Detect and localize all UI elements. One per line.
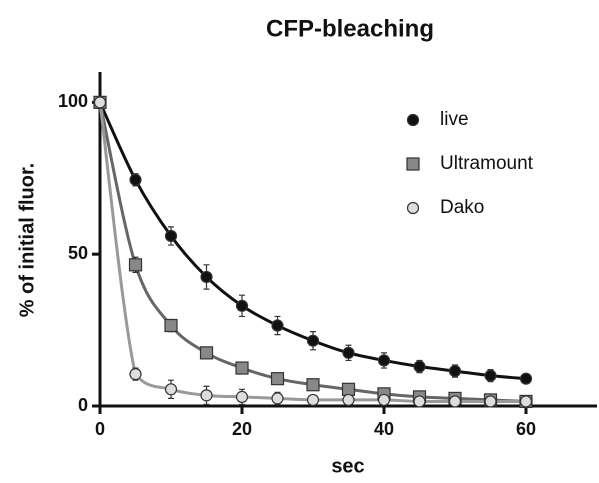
data-point bbox=[164, 383, 178, 396]
data-point bbox=[377, 354, 391, 367]
data-point bbox=[271, 392, 284, 405]
data-point bbox=[270, 372, 285, 386]
data-point bbox=[235, 390, 249, 403]
data-point bbox=[342, 346, 355, 359]
x-tick-label: 20 bbox=[232, 419, 252, 439]
y-tick-label: 50 bbox=[68, 243, 88, 263]
data-point bbox=[200, 389, 213, 402]
x-tick-label: 40 bbox=[374, 419, 394, 439]
data-point bbox=[271, 319, 284, 332]
legend-label: Ultramount bbox=[440, 153, 534, 174]
data-point bbox=[484, 369, 497, 382]
data-point bbox=[413, 395, 426, 408]
data-point bbox=[342, 393, 355, 407]
legend-marker bbox=[406, 201, 420, 215]
x-tick-label: 0 bbox=[95, 419, 105, 439]
data-point bbox=[413, 360, 426, 373]
legend-label: Dako bbox=[440, 197, 484, 218]
data-point bbox=[164, 318, 178, 333]
data-point bbox=[200, 270, 213, 284]
data-point bbox=[306, 378, 320, 392]
data-point bbox=[377, 393, 391, 407]
chart-title: CFP-bleaching bbox=[266, 15, 434, 42]
data-point bbox=[164, 229, 178, 243]
data-point bbox=[129, 173, 142, 186]
data-point bbox=[235, 299, 249, 312]
fit-curve bbox=[98, 102, 527, 403]
x-axis-label: sec bbox=[331, 455, 364, 477]
data-point bbox=[129, 368, 142, 381]
data-point bbox=[199, 346, 214, 360]
y-axis-label: % of initial fluor. bbox=[16, 163, 38, 317]
data-point bbox=[306, 393, 320, 407]
data-point bbox=[519, 372, 533, 385]
fit-curve bbox=[98, 102, 526, 403]
data-point bbox=[484, 395, 497, 408]
data-point bbox=[341, 382, 356, 396]
data-point bbox=[306, 334, 320, 347]
data-point bbox=[128, 258, 143, 272]
data-point bbox=[519, 395, 533, 408]
data-point bbox=[235, 361, 249, 375]
y-tick-label: 100 bbox=[58, 91, 88, 111]
y-tick-label: 0 bbox=[78, 395, 88, 415]
data-point bbox=[448, 364, 462, 378]
legend-label: live bbox=[440, 109, 469, 130]
data-point bbox=[93, 96, 107, 109]
x-tick-label: 60 bbox=[516, 419, 536, 439]
legend-marker bbox=[406, 157, 420, 171]
data-point bbox=[448, 395, 462, 408]
legend-marker bbox=[406, 113, 420, 127]
